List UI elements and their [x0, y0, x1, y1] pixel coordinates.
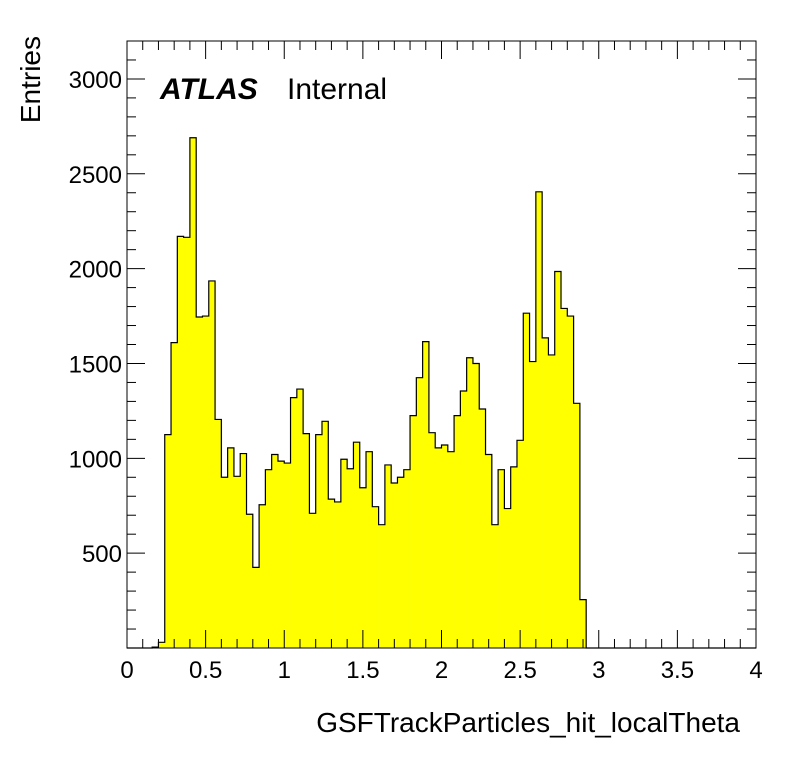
- histogram-bin: [510, 466, 518, 648]
- y-tick-label: 1500: [69, 351, 122, 378]
- x-tick-label: 0.5: [189, 657, 222, 684]
- histogram-bin: [171, 342, 178, 648]
- histogram-bin: [303, 433, 310, 648]
- histogram-bin: [516, 440, 524, 648]
- y-tick-label: 2000: [69, 257, 122, 284]
- histogram-bin: [472, 363, 480, 648]
- histogram-bin: [265, 469, 272, 648]
- histogram-bin: [422, 341, 430, 648]
- histogram-bin: [535, 191, 543, 648]
- histogram-bin: [183, 237, 191, 648]
- histogram-bin: [567, 316, 574, 648]
- histogram-bin: [447, 451, 455, 648]
- histogram-bin: [189, 137, 197, 648]
- histogram-bin: [240, 453, 247, 648]
- histogram-bin: [498, 469, 505, 648]
- histogram-bin: [479, 408, 486, 648]
- x-tick-label: 4: [749, 657, 762, 684]
- histogram-bin: [561, 308, 568, 648]
- histogram-bin: [164, 434, 172, 648]
- y-tick-label: 2500: [69, 162, 122, 189]
- histogram-bin: [573, 403, 581, 648]
- histogram-bin: [466, 357, 474, 648]
- histogram-bin: [366, 451, 373, 648]
- histogram-bin: [259, 504, 266, 648]
- atlas-logo-text: ATLAS: [159, 73, 258, 106]
- histogram-bin: [158, 642, 166, 648]
- histogram-bin: [384, 464, 392, 648]
- x-tick-label: 2.5: [503, 657, 536, 684]
- histogram-bin: [435, 447, 442, 648]
- histogram-bin: [359, 487, 367, 648]
- histogram-bin: [246, 514, 254, 648]
- histogram-bin: [227, 447, 235, 648]
- y-tick-label: 3000: [69, 67, 122, 94]
- axis-ticks: [126, 40, 757, 649]
- histogram-bin: [416, 377, 423, 648]
- histogram-bin: [347, 468, 354, 648]
- histogram-bin: [309, 513, 316, 648]
- internal-label: Internal: [287, 73, 387, 106]
- x-tick-label: 2: [435, 657, 448, 684]
- histogram-bin: [403, 469, 411, 648]
- histogram-bin: [221, 477, 228, 648]
- x-tick-label: 3.5: [661, 657, 694, 684]
- x-tick-label: 3: [592, 657, 605, 684]
- histogram-bin: [372, 506, 379, 648]
- histogram-bin: [284, 463, 291, 648]
- histogram-bin: [340, 459, 348, 648]
- histogram-bin: [277, 461, 285, 648]
- x-tick-label: 1: [278, 657, 291, 684]
- histogram-bin: [548, 354, 556, 648]
- histogram-bin: [290, 397, 298, 648]
- histogram-bin: [554, 271, 562, 648]
- histogram-bin: [523, 313, 530, 648]
- histogram-bin: [391, 482, 398, 648]
- histogram-bin: [296, 389, 304, 648]
- histogram-bin: [454, 415, 461, 648]
- histogram-bin: [334, 501, 342, 648]
- histogram-bin: [378, 524, 386, 648]
- histogram-bars: [152, 137, 587, 649]
- histogram-bin: [460, 390, 467, 648]
- histogram-bin: [529, 361, 537, 648]
- y-axis-title: Entries: [15, 36, 46, 123]
- histogram-bin: [542, 337, 549, 648]
- histogram-bin: [215, 419, 222, 648]
- y-tick-label: 500: [82, 541, 122, 568]
- histogram-bin: [579, 599, 587, 648]
- histogram-bin: [353, 442, 361, 648]
- histogram-bin: [321, 421, 329, 648]
- histogram-bin: [441, 445, 449, 648]
- x-tick-label: 0: [120, 657, 133, 684]
- y-tick-label: 1000: [69, 446, 122, 473]
- x-axis-title: GSFTrackParticles_hit_localTheta: [316, 707, 740, 738]
- histogram-bin: [410, 415, 417, 648]
- histogram-bin: [491, 524, 499, 648]
- histogram-bin: [208, 280, 216, 648]
- histogram-bin: [271, 454, 279, 648]
- histogram-bin: [428, 432, 436, 648]
- histogram-bin: [397, 477, 405, 648]
- x-tick-labels: 0 0.5 1 1.5 2 2.5 3 3.5 4: [120, 657, 762, 684]
- y-tick-labels: 500 1000 1500 2000 2500 3000: [69, 67, 122, 568]
- histogram-bin: [315, 434, 323, 648]
- histogram-bin: [196, 316, 203, 648]
- histogram-bin: [177, 236, 184, 649]
- histogram-bin: [202, 316, 210, 648]
- x-tick-label: 1.5: [346, 657, 379, 684]
- histogram-outline: [127, 137, 756, 649]
- histogram-bin: [485, 454, 493, 648]
- histogram-bin: [233, 476, 241, 648]
- histogram-bin: [328, 499, 335, 648]
- histogram-bin: [252, 567, 260, 648]
- histogram-bin: [504, 508, 511, 648]
